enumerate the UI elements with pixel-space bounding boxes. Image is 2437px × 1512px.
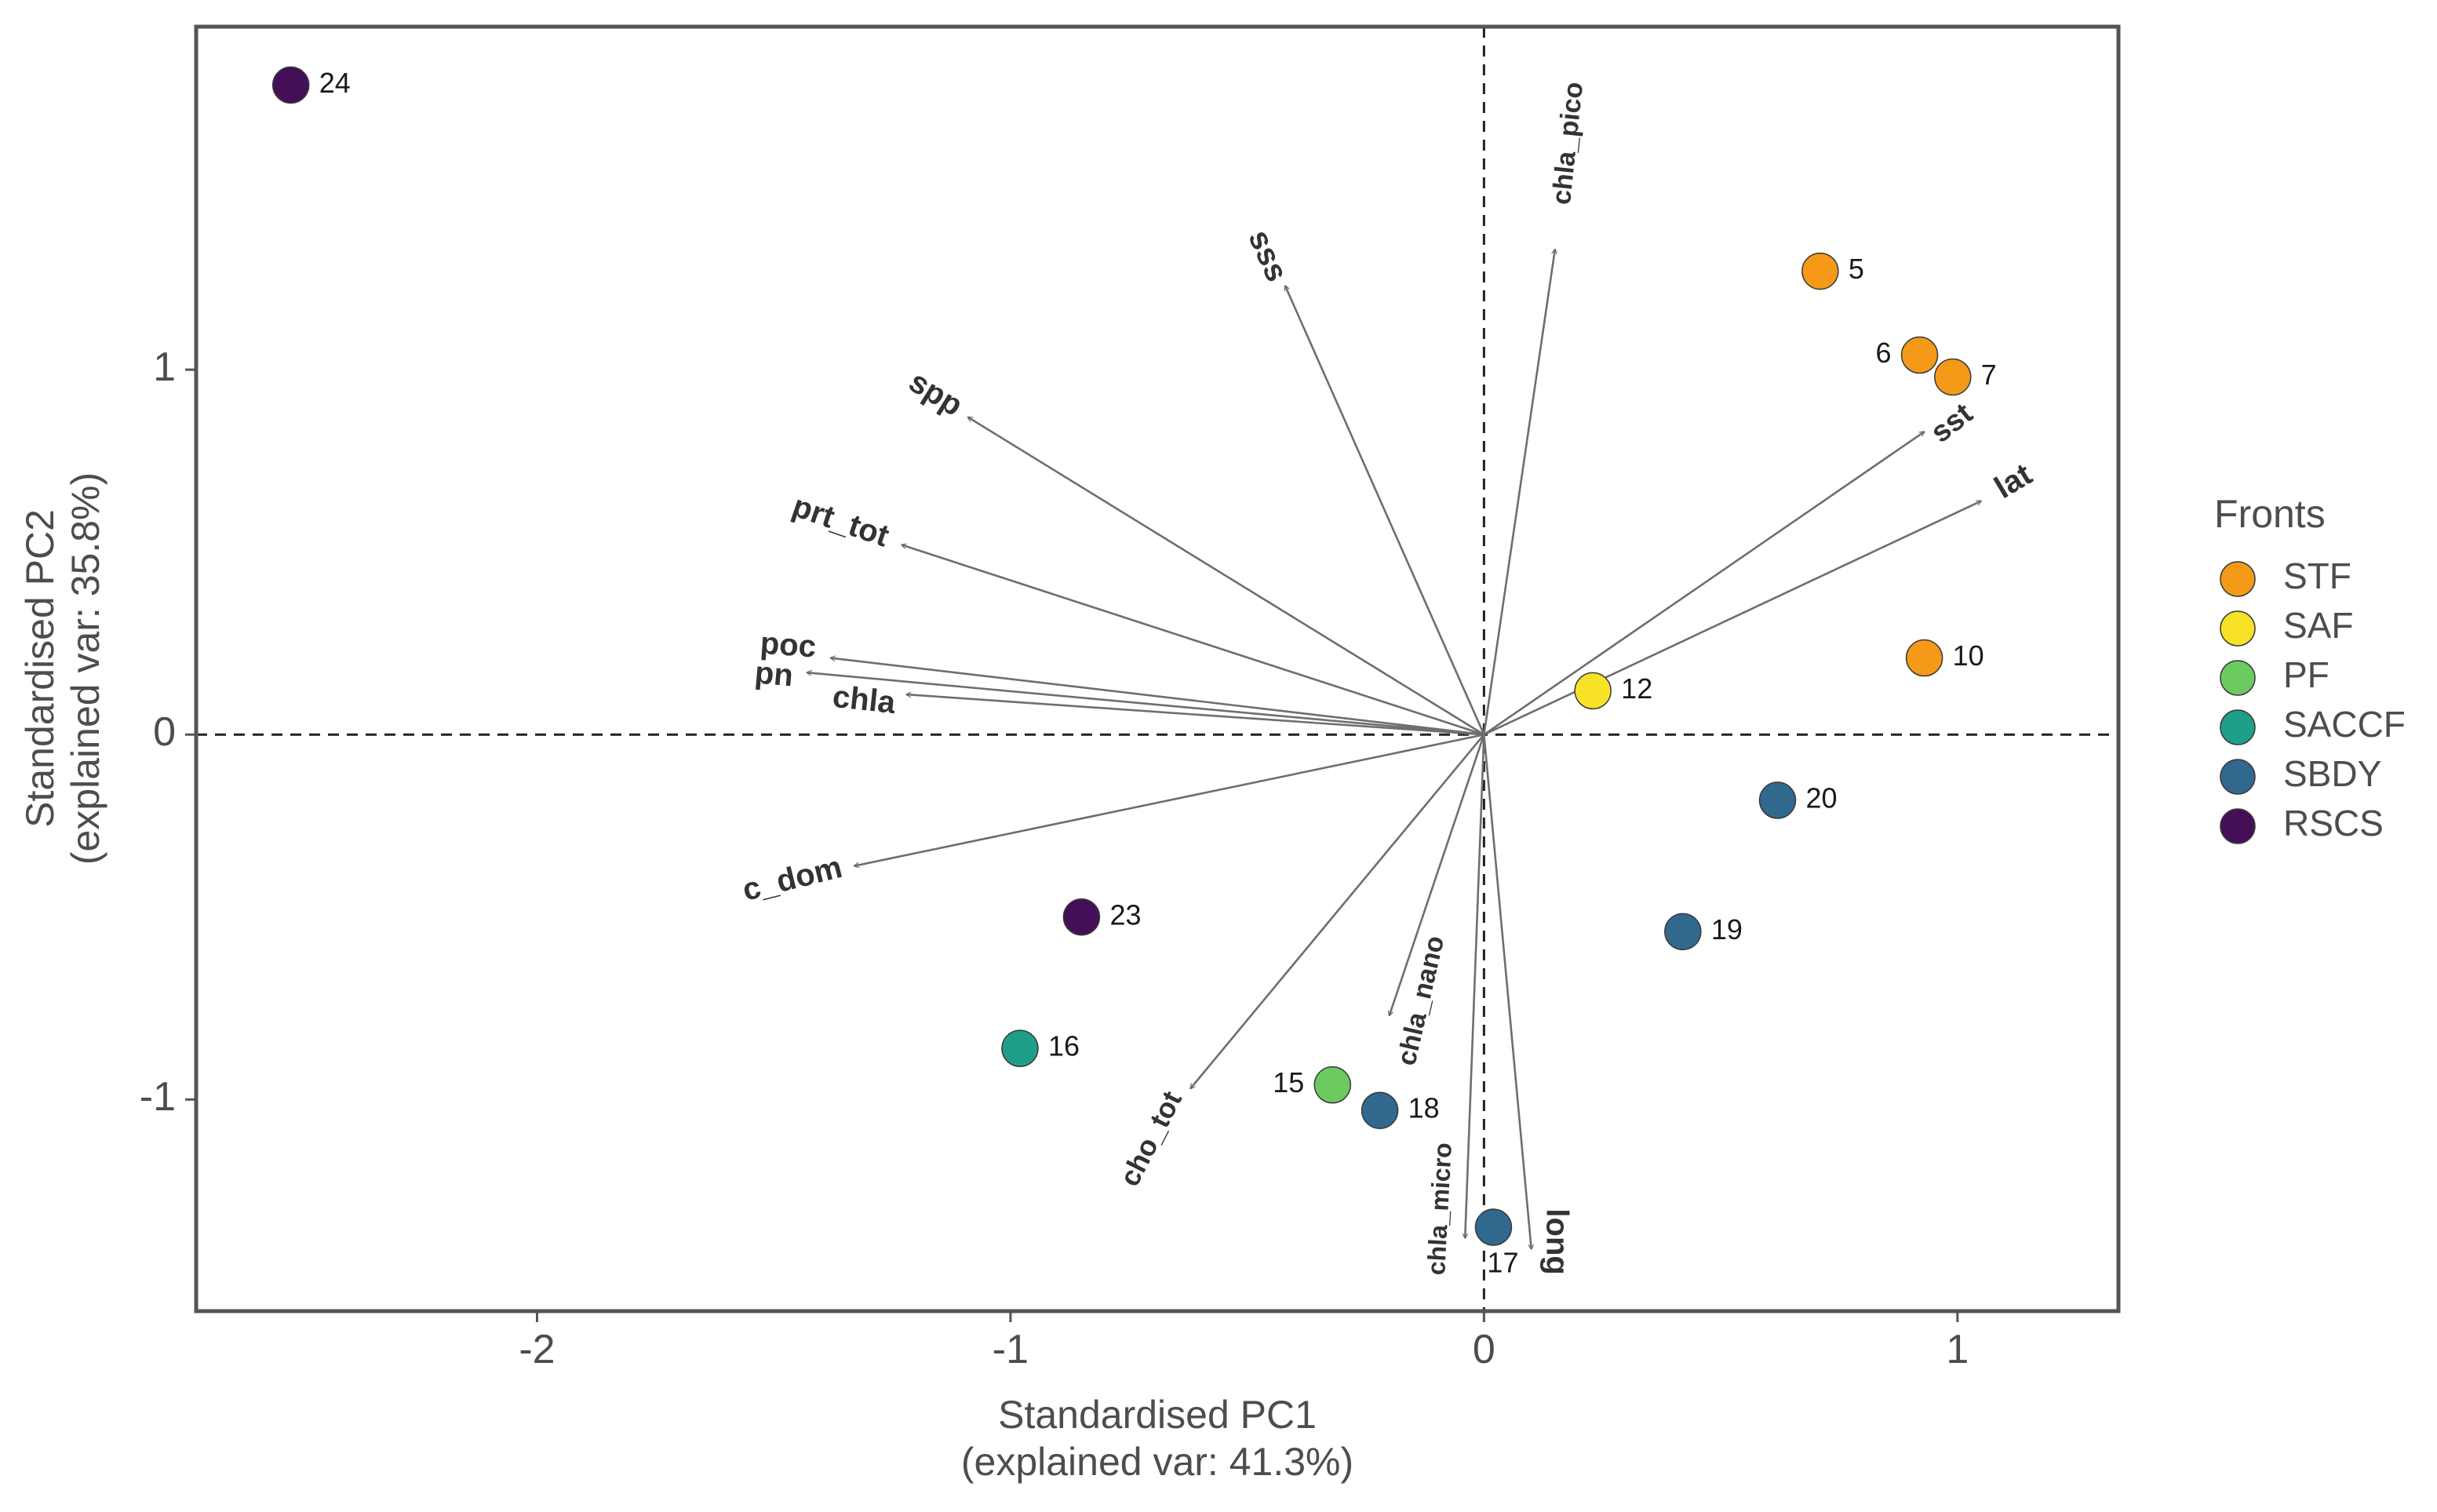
point-label-24: 24: [319, 67, 351, 99]
point-label-6: 6: [1876, 337, 1892, 369]
x-tick-label: -2: [519, 1327, 555, 1372]
loading-label-long: long: [1539, 1208, 1574, 1274]
loading-arrow-lat: [1483, 500, 1981, 736]
point-label-12: 12: [1621, 672, 1652, 705]
legend-label-sbdy: SBDY: [2283, 753, 2381, 794]
point-17: [1474, 1208, 1513, 1246]
point-12: [1574, 672, 1612, 710]
point-label-7: 7: [1981, 359, 1997, 391]
loading-arrow-chla_micro: [1465, 734, 1485, 1238]
panel-border: [194, 24, 2121, 1313]
point-10: [1905, 639, 1943, 677]
legend-label-stf: STF: [2283, 556, 2351, 596]
legend-label-saccf: SACCF: [2283, 704, 2406, 745]
legend-swatch-pf: [2220, 660, 2256, 696]
loading-arrow-long: [1483, 734, 1531, 1249]
x-axis-title-line2: (explained var: 41.3%): [961, 1440, 1353, 1484]
loading-arrow-prt_tot: [902, 545, 1484, 736]
y-tick-label: -1: [140, 1074, 176, 1120]
loading-arrow-cho_tot: [1190, 734, 1485, 1088]
legend-swatch-stf: [2220, 561, 2256, 597]
point-label-5: 5: [1849, 253, 1864, 285]
loading-label-chla_micro: chla_micro: [1422, 1142, 1457, 1276]
point-24: [271, 66, 310, 104]
legend-swatch-sbdy: [2220, 759, 2256, 795]
panel-background: [196, 27, 2118, 1311]
loading-arrow-chla: [906, 694, 1484, 736]
legend-label-saf: SAF: [2283, 605, 2353, 646]
point-5: [1801, 252, 1839, 290]
loading-arrow-poc: [831, 658, 1484, 736]
point-label-10: 10: [1953, 639, 1984, 672]
point-label-20: 20: [1806, 782, 1838, 814]
point-label-15: 15: [1273, 1066, 1304, 1098]
reference-lines: [196, 27, 2118, 1311]
x-tick-label: 1: [1946, 1327, 1969, 1372]
legend-items: STF SAF PF SACCF SBDY RSCS: [2220, 556, 2406, 844]
loading-arrow-sss: [1285, 286, 1485, 735]
point-20: [1758, 782, 1797, 819]
legend: Fronts STF SAF PF SACCF SBDY RSCS: [2214, 492, 2406, 844]
x-tick-label: -1: [993, 1327, 1029, 1372]
point-7: [1934, 358, 1972, 396]
legend-label-rscs: RSCS: [2283, 803, 2384, 843]
loading-label-chla: chla: [831, 679, 898, 720]
legend-swatch-saf: [2220, 610, 2256, 647]
point-label-23: 23: [1109, 898, 1141, 931]
point-label-16: 16: [1048, 1030, 1080, 1062]
point-19: [1664, 913, 1702, 951]
score-points: 24 5 6 7 10 12 20 19 18 17 15 16 23: [271, 66, 1997, 1279]
x-axis: -2 -1 0 1: [519, 1311, 1969, 1372]
y-axis-title-line1: Standardised PC2: [18, 509, 62, 828]
loading-arrow-pn: [807, 672, 1484, 736]
x-tick-label: 0: [1473, 1327, 1495, 1372]
y-axis-title-line2: (explained var: 35.8%): [64, 472, 107, 865]
point-label-19: 19: [1711, 913, 1743, 945]
legend-label-pf: PF: [2283, 654, 2330, 695]
loading-arrow-chla_nano: [1390, 734, 1485, 1015]
legend-swatch-rscs: [2220, 808, 2256, 844]
point-label-17: 17: [1487, 1247, 1518, 1279]
y-tick-label: 1: [153, 344, 176, 390]
loading-arrow-spp: [968, 416, 1485, 736]
point-23: [1062, 898, 1101, 936]
x-axis-title-line1: Standardised PC1: [998, 1393, 1317, 1437]
loading-arrow-c_dom: [854, 733, 1484, 865]
y-tick-label: 0: [153, 709, 176, 755]
point-18: [1361, 1091, 1399, 1129]
loading-label-poc: poc: [759, 626, 817, 665]
point-16: [1001, 1029, 1039, 1067]
loading-arrow-sst: [1483, 432, 1924, 736]
legend-title: Fronts: [2214, 492, 2326, 536]
point-label-18: 18: [1408, 1092, 1440, 1124]
legend-swatch-saccf: [2220, 709, 2256, 745]
y-axis: -1 0 1: [140, 344, 196, 1120]
loading-label-pn: pn: [753, 655, 795, 693]
loading-arrow-chla_pico: [1483, 250, 1555, 735]
point-6: [1900, 336, 1939, 374]
point-15: [1313, 1066, 1352, 1104]
y-axis-title: Standardised PC2 (explained var: 35.8%): [18, 472, 107, 865]
